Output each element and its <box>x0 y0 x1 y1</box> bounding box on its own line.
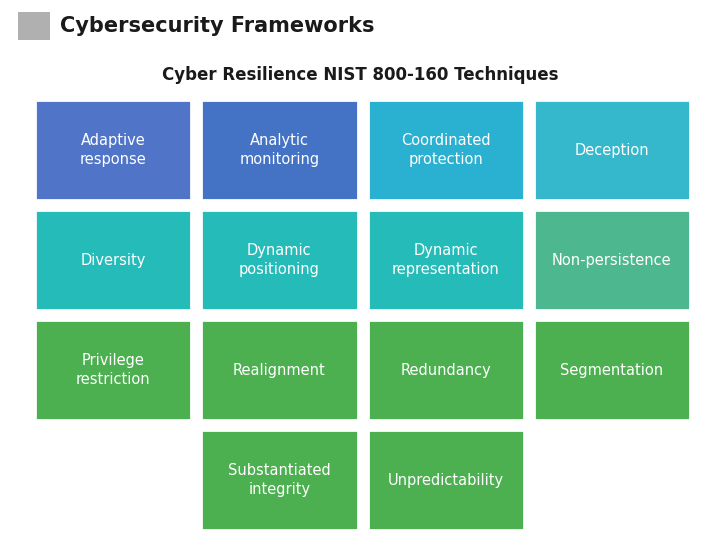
Text: Redundancy: Redundancy <box>400 362 491 377</box>
FancyBboxPatch shape <box>534 320 690 420</box>
Text: Coordinated
protection: Coordinated protection <box>401 133 490 167</box>
FancyBboxPatch shape <box>202 320 358 420</box>
FancyBboxPatch shape <box>367 210 523 310</box>
Text: Privilege
restriction: Privilege restriction <box>76 353 150 387</box>
Text: Substantiated
integrity: Substantiated integrity <box>228 463 330 497</box>
FancyBboxPatch shape <box>35 320 192 420</box>
FancyBboxPatch shape <box>35 100 192 200</box>
FancyBboxPatch shape <box>367 100 523 200</box>
Text: Dynamic
representation: Dynamic representation <box>392 243 500 277</box>
Text: Non-persistence: Non-persistence <box>552 253 672 267</box>
Text: Diversity: Diversity <box>81 253 146 267</box>
Text: Cybersecurity Frameworks: Cybersecurity Frameworks <box>60 16 374 36</box>
FancyBboxPatch shape <box>534 100 690 200</box>
FancyBboxPatch shape <box>534 210 690 310</box>
FancyBboxPatch shape <box>202 210 358 310</box>
FancyBboxPatch shape <box>202 430 358 530</box>
FancyBboxPatch shape <box>367 430 523 530</box>
FancyBboxPatch shape <box>367 320 523 420</box>
Text: Deception: Deception <box>575 143 649 158</box>
Text: Segmentation: Segmentation <box>560 362 663 377</box>
FancyBboxPatch shape <box>35 210 192 310</box>
Text: Cyber Resilience NIST 800-160 Techniques: Cyber Resilience NIST 800-160 Techniques <box>162 66 558 84</box>
Bar <box>18 12 50 40</box>
Text: Unpredictability: Unpredictability <box>387 472 504 488</box>
Text: Realignment: Realignment <box>233 362 325 377</box>
Text: Adaptive
response: Adaptive response <box>80 133 146 167</box>
Text: Dynamic
positioning: Dynamic positioning <box>239 243 320 277</box>
FancyBboxPatch shape <box>202 100 358 200</box>
Text: Analytic
monitoring: Analytic monitoring <box>239 133 320 167</box>
